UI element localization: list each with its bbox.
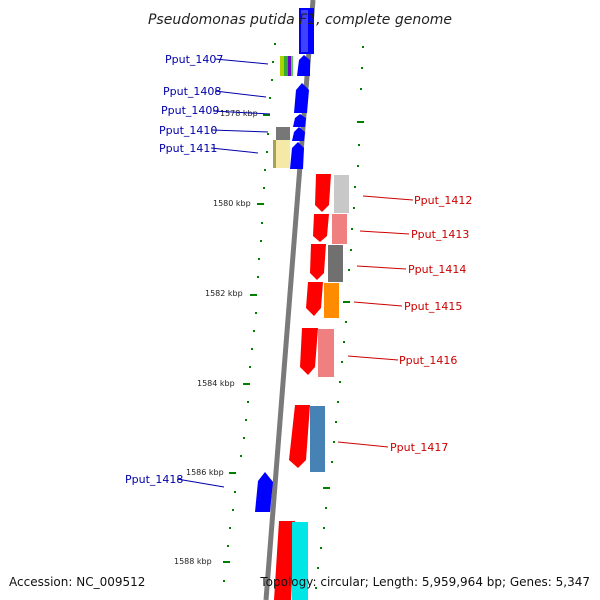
gene-label-pput-1410[interactable]: Pput_1410 (159, 124, 217, 137)
scale-label-1582: 1582 kbp (205, 289, 243, 298)
gene-pput-1418[interactable] (255, 472, 273, 512)
scale-label-1588: 1588 kbp (174, 557, 212, 566)
gene-pput-1409[interactable] (293, 114, 306, 127)
gene-label-pput-1413[interactable]: Pput_1413 (411, 228, 469, 241)
gene-label-pput-1418[interactable]: Pput_1418 (125, 473, 183, 486)
gene-pput-1408[interactable] (294, 83, 309, 113)
topology-label: Topology: circular; Length: 5,959,964 bp… (259, 575, 590, 589)
gene-label-pput-1417[interactable]: Pput_1417 (390, 441, 448, 454)
scale-tick (223, 561, 230, 563)
scale-tick (243, 383, 250, 385)
gene-pput-1415[interactable] (306, 282, 323, 316)
gene-label-pput-1411[interactable]: Pput_1411 (159, 142, 217, 155)
scale-label-1580: 1580 kbp (213, 199, 251, 208)
forward-annotation-track (292, 175, 349, 600)
scale-label-1578: 1578 kbp (220, 109, 258, 118)
scale-tick (263, 114, 270, 116)
gene-pput-1414[interactable] (310, 244, 326, 280)
gene-label-pput-1415[interactable]: Pput_1415 (404, 300, 462, 313)
scale-tick (250, 294, 257, 296)
gene-label-pput-1408[interactable]: Pput_1408 (163, 85, 221, 98)
gene-label-pput-1407[interactable]: Pput_1407 (165, 53, 223, 66)
gene-pput-1413[interactable] (313, 214, 329, 242)
feature-block[interactable] (274, 521, 295, 600)
gene-label-pput-1409[interactable]: Pput_1409 (161, 104, 219, 117)
gene-label-pput-1414[interactable]: Pput_1414 (408, 263, 466, 276)
left-scale (223, 43, 276, 582)
gene-pput-1411[interactable] (290, 142, 304, 169)
right-scale (315, 46, 364, 589)
right-gene-labels: Pput_1412 Pput_1413 Pput_1414 Pput_1415 … (337, 194, 472, 454)
reverse-strand-features (255, 8, 314, 512)
accession-label: Accession: NC_009512 (9, 575, 145, 589)
gene-pput-1410[interactable] (292, 127, 305, 141)
gene-label-pput-1412[interactable]: Pput_1412 (414, 194, 472, 207)
scale-label-1584: 1584 kbp (197, 379, 235, 388)
reverse-annotation-track (273, 56, 293, 168)
scale-tick (229, 472, 236, 474)
gene-pput-1412[interactable] (315, 174, 331, 212)
page-title: Pseudomonas putida F1, complete genome (148, 12, 452, 28)
gene-pput-1407[interactable] (297, 55, 310, 76)
scale-tick (257, 203, 264, 205)
gene-label-pput-1416[interactable]: Pput_1416 (399, 354, 457, 367)
left-gene-labels: Pput_1407 Pput_1408 Pput_1409 Pput_1410 … (125, 53, 271, 488)
forward-strand-features (274, 174, 331, 600)
scale-label-1586: 1586 kbp (186, 468, 224, 477)
gene-pput-1417[interactable] (289, 405, 310, 468)
gene-pput-1416[interactable] (300, 328, 318, 375)
